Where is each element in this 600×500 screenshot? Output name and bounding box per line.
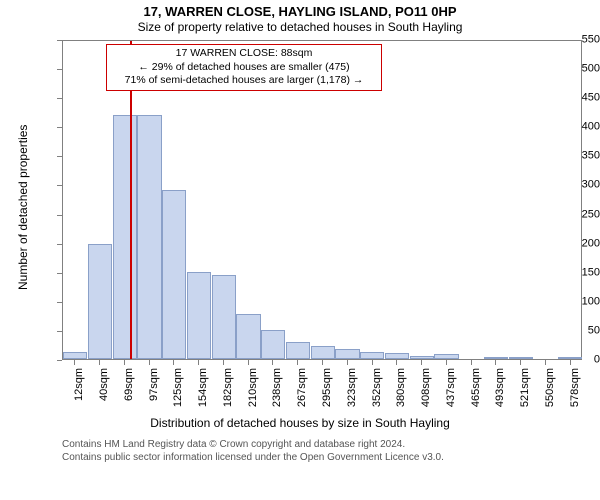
x-tick-label: 182sqm: [223, 368, 234, 416]
reference-annotation: 17 WARREN CLOSE: 88sqm ← 29% of detached…: [106, 44, 382, 91]
x-tick: [471, 360, 472, 365]
histogram-bar: [311, 346, 335, 359]
chart-title: 17, WARREN CLOSE, HAYLING ISLAND, PO11 0…: [0, 4, 600, 19]
y-tick: [57, 98, 62, 99]
y-tick: [57, 273, 62, 274]
histogram-bar: [360, 352, 384, 359]
y-tick-label: 550: [546, 35, 600, 46]
x-tick: [149, 360, 150, 365]
x-tick-label: 154sqm: [198, 368, 209, 416]
histogram-bar: [88, 244, 112, 359]
x-tick: [248, 360, 249, 365]
y-tick: [57, 127, 62, 128]
y-tick-label: 350: [546, 151, 600, 162]
y-tick-label: 300: [546, 180, 600, 191]
x-tick-label: 12sqm: [74, 368, 85, 416]
footer-line1: Contains HM Land Registry data © Crown c…: [0, 438, 600, 451]
footer-line2: Contains public sector information licen…: [0, 451, 600, 464]
x-tick-label: 550sqm: [545, 368, 556, 416]
histogram-bar: [236, 314, 260, 359]
x-tick-label: 408sqm: [421, 368, 432, 416]
y-tick-label: 50: [546, 325, 600, 336]
y-tick-label: 250: [546, 209, 600, 220]
y-tick: [57, 156, 62, 157]
chart-subtitle: Size of property relative to detached ho…: [0, 20, 600, 34]
x-tick-label: 97sqm: [149, 368, 160, 416]
x-tick: [99, 360, 100, 365]
y-tick: [57, 215, 62, 216]
x-tick-label: 238sqm: [272, 368, 283, 416]
histogram-bar: [162, 190, 186, 359]
annotation-line1: 17 WARREN CLOSE: 88sqm: [113, 47, 375, 61]
y-tick-label: 450: [546, 93, 600, 104]
x-tick-label: 352sqm: [372, 368, 383, 416]
histogram-bar: [385, 353, 409, 359]
x-tick-label: 295sqm: [322, 368, 333, 416]
x-tick: [396, 360, 397, 365]
x-tick: [198, 360, 199, 365]
y-tick-label: 150: [546, 267, 600, 278]
x-tick: [372, 360, 373, 365]
x-tick-label: 578sqm: [570, 368, 581, 416]
x-tick: [173, 360, 174, 365]
y-tick-label: 0: [546, 355, 600, 366]
histogram-bar: [484, 357, 508, 359]
y-tick: [57, 331, 62, 332]
y-tick: [57, 185, 62, 186]
histogram-bar: [187, 272, 211, 359]
x-tick: [297, 360, 298, 365]
x-tick: [272, 360, 273, 365]
y-tick-label: 200: [546, 238, 600, 249]
y-tick-label: 400: [546, 122, 600, 133]
x-axis-label: Distribution of detached houses by size …: [0, 416, 600, 430]
x-tick-label: 465sqm: [471, 368, 482, 416]
x-tick-label: 437sqm: [446, 368, 457, 416]
y-tick: [57, 40, 62, 41]
histogram-bar: [434, 354, 458, 359]
x-tick: [495, 360, 496, 365]
y-tick: [57, 302, 62, 303]
x-tick: [124, 360, 125, 365]
x-tick-label: 125sqm: [173, 368, 184, 416]
y-axis-label: Number of detached properties: [16, 125, 30, 290]
histogram-bar: [509, 357, 533, 359]
x-tick: [322, 360, 323, 365]
y-tick: [57, 69, 62, 70]
histogram-bar: [335, 349, 359, 359]
x-tick: [545, 360, 546, 365]
x-tick: [223, 360, 224, 365]
histogram-bar: [113, 115, 137, 359]
y-tick: [57, 244, 62, 245]
histogram-bar: [286, 342, 310, 359]
histogram-bar: [261, 330, 285, 359]
x-tick-label: 493sqm: [495, 368, 506, 416]
histogram-bar: [410, 356, 434, 359]
x-tick-label: 69sqm: [124, 368, 135, 416]
footer-attribution: Contains HM Land Registry data © Crown c…: [0, 438, 600, 464]
x-tick-label: 267sqm: [297, 368, 308, 416]
chart-root: { "title": "17, WARREN CLOSE, HAYLING IS…: [0, 0, 600, 500]
x-tick-label: 323sqm: [347, 368, 358, 416]
x-tick: [446, 360, 447, 365]
histogram-bar: [137, 115, 161, 359]
annotation-line3: 71% of semi-detached houses are larger (…: [113, 74, 375, 88]
x-tick: [347, 360, 348, 365]
histogram-bar: [212, 275, 236, 359]
x-tick: [520, 360, 521, 365]
histogram-bar: [63, 352, 87, 359]
x-tick-label: 380sqm: [396, 368, 407, 416]
x-tick-label: 521sqm: [520, 368, 531, 416]
x-tick-label: 40sqm: [99, 368, 110, 416]
x-tick: [74, 360, 75, 365]
x-tick: [570, 360, 571, 365]
annotation-line2: ← 29% of detached houses are smaller (47…: [113, 61, 375, 75]
y-tick: [57, 360, 62, 361]
x-tick-label: 210sqm: [248, 368, 259, 416]
y-tick-label: 100: [546, 296, 600, 307]
y-tick-label: 500: [546, 64, 600, 75]
x-tick: [421, 360, 422, 365]
